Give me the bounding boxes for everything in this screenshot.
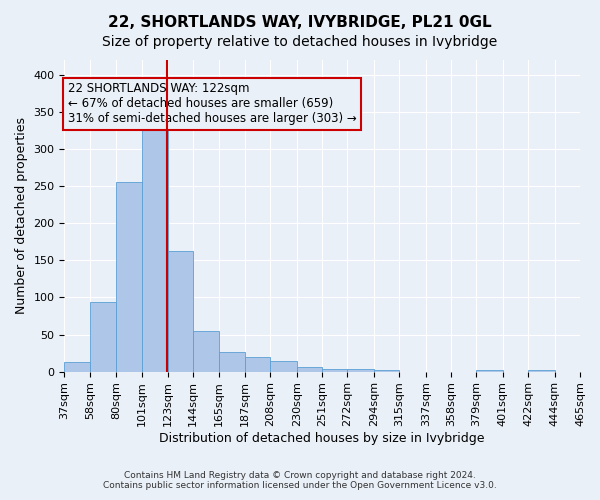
Bar: [476, 370, 503, 372]
Bar: [374, 370, 400, 372]
Bar: [271, 361, 297, 372]
Text: 22 SHORTLANDS WAY: 122sqm
← 67% of detached houses are smaller (659)
31% of semi: 22 SHORTLANDS WAY: 122sqm ← 67% of detac…: [68, 82, 357, 126]
Bar: [116, 182, 142, 372]
Bar: [168, 250, 193, 372]
Text: 22, SHORTLANDS WAY, IVYBRIDGE, PL21 0GL: 22, SHORTLANDS WAY, IVYBRIDGE, PL21 0GL: [108, 15, 492, 30]
Bar: [297, 367, 322, 372]
Bar: [142, 127, 168, 372]
Bar: [245, 357, 271, 372]
Bar: [347, 370, 374, 372]
Bar: [193, 331, 218, 372]
Bar: [528, 370, 555, 372]
Y-axis label: Number of detached properties: Number of detached properties: [15, 118, 28, 314]
X-axis label: Distribution of detached houses by size in Ivybridge: Distribution of detached houses by size …: [160, 432, 485, 445]
Bar: [64, 362, 90, 372]
Text: Size of property relative to detached houses in Ivybridge: Size of property relative to detached ho…: [103, 35, 497, 49]
Bar: [322, 370, 347, 372]
Text: Contains HM Land Registry data © Crown copyright and database right 2024.
Contai: Contains HM Land Registry data © Crown c…: [103, 470, 497, 490]
Bar: [90, 302, 116, 372]
Bar: [218, 352, 245, 372]
